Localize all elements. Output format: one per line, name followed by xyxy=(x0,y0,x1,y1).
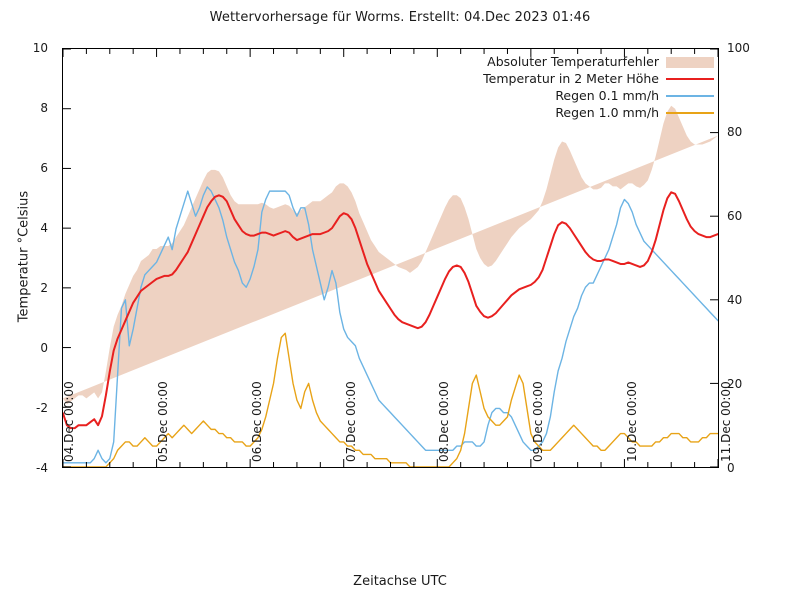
legend-item: Absoluter Temperaturfehler xyxy=(452,53,714,70)
y-axis-right-tick-label: 100 xyxy=(727,41,750,55)
x-axis-tick-label: 08.Dec 00:00 xyxy=(437,381,451,468)
x-axis-tick-text: 10.Dec 00:00 xyxy=(625,381,640,462)
y-axis-right-ticks: 0 20 40 60 80 100 xyxy=(727,41,777,475)
legend-swatch-fill xyxy=(666,77,714,80)
x-axis-tick-label: 05.Dec 00:00 xyxy=(156,381,170,468)
legend-swatch-fill xyxy=(666,111,714,114)
y-axis-left-tick-label: -2 xyxy=(36,401,48,415)
x-axis-tick-text: 06.Dec 00:00 xyxy=(249,381,264,462)
x-axis-tick-label: 09.Dec 00:00 xyxy=(531,381,545,468)
chart-legend: Absoluter Temperaturfehler Temperatur in … xyxy=(452,53,714,121)
plot-area xyxy=(62,48,719,468)
legend-item: Regen 0.1 mm/h xyxy=(452,87,714,104)
y-axis-left-title: Temperatur °Celsius xyxy=(16,190,32,323)
legend-item: Temperatur in 2 Meter Höhe xyxy=(452,70,714,87)
x-axis-tick-label: 11.Dec 00:00 xyxy=(719,381,733,468)
chart-svg xyxy=(63,49,718,467)
legend-item-label: Regen 1.0 mm/h xyxy=(555,105,659,120)
x-axis-tick-label: 10.Dec 00:00 xyxy=(625,381,639,468)
x-axis-tick-text: 04.Dec 00:00 xyxy=(62,381,76,462)
legend-band-swatch xyxy=(666,56,714,68)
legend-swatch-fill xyxy=(666,56,714,68)
y-axis-left-ticks: -4 -2 0 2 4 6 8 10 xyxy=(0,41,54,475)
y-axis-left-tick-label: 2 xyxy=(40,281,48,295)
y-axis-left-tick-label: 8 xyxy=(40,101,48,115)
x-axis-title: Zeitachse UTC xyxy=(353,574,447,589)
x-axis-tick-label: 07.Dec 00:00 xyxy=(344,381,358,468)
page-title: Wettervorhersage für Worms. Erstellt: 04… xyxy=(209,10,591,25)
x-axis-tick-label: 04.Dec 00:00 xyxy=(62,381,76,468)
legend-item: Regen 1.0 mm/h xyxy=(452,104,714,121)
legend-line-swatch xyxy=(666,90,714,102)
legend-swatch-fill xyxy=(666,94,714,97)
legend-line-swatch xyxy=(666,107,714,119)
y-axis-right-tick-label: 80 xyxy=(727,125,743,139)
y-axis-right-tick-label: 40 xyxy=(727,293,743,307)
y-axis-right-tick-label: 0 xyxy=(727,461,735,475)
legend-item-label: Temperatur in 2 Meter Höhe xyxy=(483,71,659,86)
x-axis-tick-label: 06.Dec 00:00 xyxy=(250,381,264,468)
x-axis-tick-text: 09.Dec 00:00 xyxy=(531,381,546,462)
x-axis-tick-text: 08.Dec 00:00 xyxy=(437,381,452,462)
legend-item-label: Regen 0.1 mm/h xyxy=(555,88,659,103)
legend-line-swatch xyxy=(666,73,714,85)
y-axis-right-tick-label: 20 xyxy=(727,377,743,391)
y-axis-left-tick-label: 4 xyxy=(40,221,48,235)
legend-item-label: Absoluter Temperaturfehler xyxy=(487,54,659,69)
y-axis-left-tick-label: 0 xyxy=(40,341,48,355)
x-axis-tick-text: 11.Dec 00:00 xyxy=(719,381,733,462)
y-axis-left-tick-label: -4 xyxy=(36,461,48,475)
y-axis-left-tick-label: 6 xyxy=(40,161,48,175)
x-axis-tick-text: 05.Dec 00:00 xyxy=(155,381,170,462)
y-axis-left-tick-label: 10 xyxy=(32,41,48,55)
x-axis-ticks: 04.Dec 00:00 05.Dec 00:00 06.Dec 00:00 07.D… xyxy=(62,381,733,568)
x-axis-tick-text: 07.Dec 00:00 xyxy=(343,381,358,462)
y-axis-right-tick-label: 60 xyxy=(727,209,743,223)
